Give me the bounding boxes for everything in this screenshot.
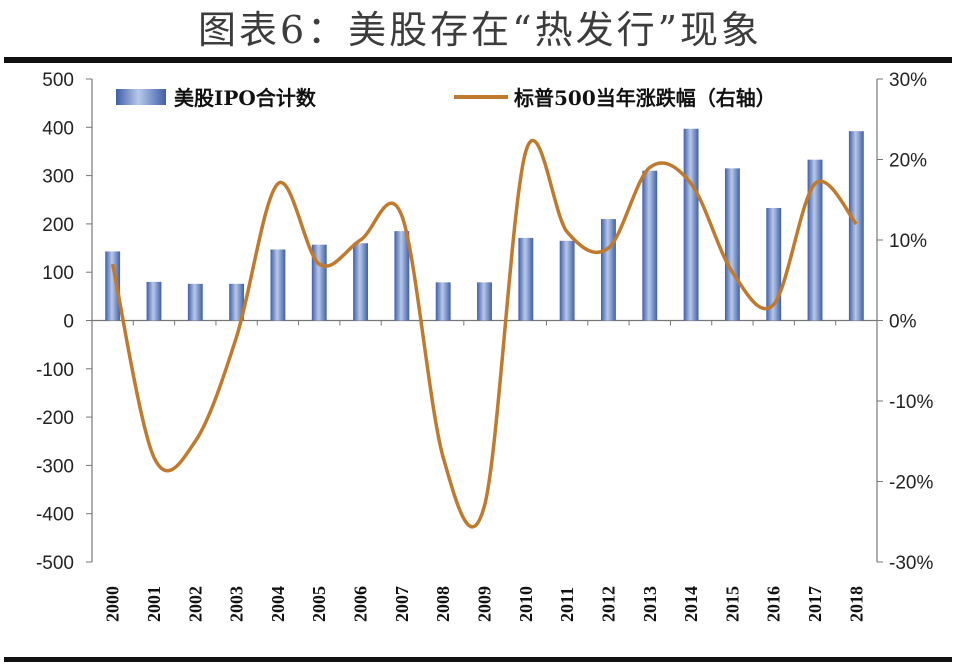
x-tick-label: 2011 <box>557 587 577 622</box>
ipo-bar <box>394 231 410 321</box>
x-tick-label: 2018 <box>846 586 866 622</box>
ipo-bar <box>518 237 534 321</box>
x-tick-label: 2005 <box>309 586 329 622</box>
ipo-bar <box>601 219 616 321</box>
x-tick-label: 2014 <box>681 586 701 622</box>
x-tick-label: 2015 <box>722 586 742 622</box>
x-tick-label: 2012 <box>598 586 618 622</box>
right-tick-label: -30% <box>889 553 933 574</box>
x-tick-label: 2006 <box>351 586 371 622</box>
ipo-bar <box>146 281 162 321</box>
sp500-line <box>110 138 858 529</box>
right-tick-label: 10% <box>889 231 927 252</box>
x-tick-label: 2009 <box>475 586 495 622</box>
ipo-bar <box>724 168 740 321</box>
title-divider-top <box>4 57 952 63</box>
line-series <box>110 138 858 529</box>
left-tick-label: 0 <box>63 312 74 333</box>
x-tick-label: 2001 <box>144 586 164 622</box>
right-tick-label: 20% <box>889 151 927 172</box>
axes: 500 400 300 200 100 0 -100 -200 -300 -400 -500 30% 2… <box>36 70 933 622</box>
left-tick-label: 200 <box>42 215 74 236</box>
left-tick-label: 400 <box>42 118 74 139</box>
left-tick-label: -500 <box>36 553 74 574</box>
ipo-bar <box>766 207 782 321</box>
ipo-bar <box>353 243 368 321</box>
ipo-bar <box>683 128 699 321</box>
ipo-bar <box>311 244 327 321</box>
left-tick-label: -100 <box>36 360 74 381</box>
x-tick-label: 2017 <box>805 586 825 622</box>
right-tick-label: 30% <box>889 70 927 91</box>
left-tick-label: -200 <box>36 408 74 429</box>
x-tick-label: 2004 <box>268 586 288 622</box>
ipo-bar <box>229 283 245 321</box>
ipo-bar <box>848 131 864 321</box>
right-tick-label: 0% <box>889 312 917 333</box>
left-tick-label: -300 <box>36 456 74 477</box>
x-tick-label: 2013 <box>640 586 660 622</box>
x-tick-label: 2000 <box>103 586 123 622</box>
ipo-bar <box>105 251 121 321</box>
ipo-bar <box>270 249 286 321</box>
left-tick-label: 500 <box>42 70 74 91</box>
ipo-bar <box>559 240 575 321</box>
title-divider-bottom <box>4 657 952 662</box>
legend-bar-label: 美股IPO合计数 <box>174 86 317 110</box>
ipo-bar <box>477 282 492 321</box>
x-tick-label: 2016 <box>764 586 784 622</box>
ipo-bar <box>642 170 658 321</box>
legend: 美股IPO合计数 标普500当年涨跌幅（右轴） <box>116 86 776 110</box>
left-tick-label: 100 <box>42 263 74 284</box>
x-tick-label: 2002 <box>185 586 205 622</box>
x-tick-label: 2010 <box>516 586 536 622</box>
right-tick-label: -10% <box>889 392 933 413</box>
left-tick-label: 300 <box>42 167 74 188</box>
ipo-bar <box>807 159 823 321</box>
bar-series <box>105 128 864 321</box>
x-tick-label: 2007 <box>392 586 412 622</box>
x-tick-label: 2003 <box>227 586 247 622</box>
ipo-bar <box>187 283 203 321</box>
x-tick-label: 2008 <box>433 586 453 622</box>
left-tick-label: -400 <box>36 505 74 526</box>
legend-bar-swatch <box>116 89 166 105</box>
right-tick-label: -20% <box>889 473 933 494</box>
chart-title: 图表6：美股存在“热发行”现象 <box>197 8 763 52</box>
legend-line-label: 标普500当年涨跌幅（右轴） <box>514 86 776 110</box>
ipo-bar <box>435 282 451 321</box>
